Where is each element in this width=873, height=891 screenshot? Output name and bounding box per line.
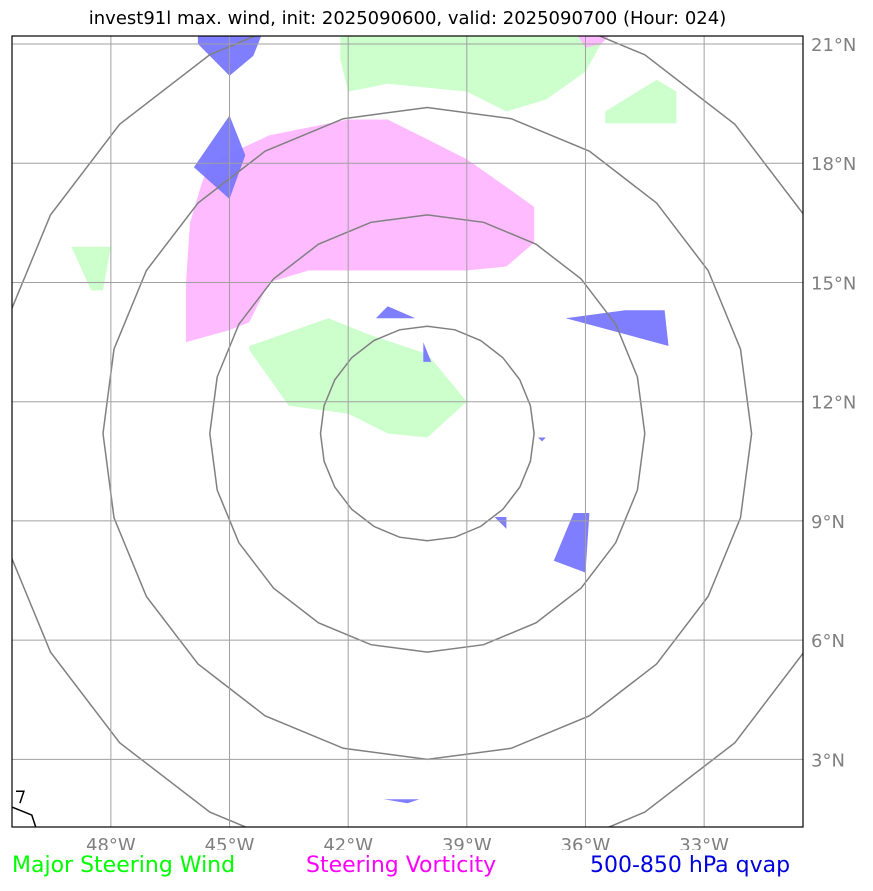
steering-wind-region xyxy=(605,79,677,124)
latitude-tick-label: 21°N xyxy=(811,35,856,56)
map-canvas: 48°W 45°W 42°W 39°W 36°W 33°W 21°N 18°N 15°N 12°… xyxy=(11,35,856,850)
steering-wind-region xyxy=(340,36,606,112)
steering-wind-region xyxy=(71,246,111,291)
latitude-ticks: 21°N 18°N 15°N 12°N 9°N 6°N 3°N xyxy=(811,35,856,771)
range-rings xyxy=(12,36,803,827)
longitude-tick-label: 36°W xyxy=(561,835,611,850)
longitude-tick-label: 42°W xyxy=(323,835,373,850)
latitude-tick-label: 6°N xyxy=(811,631,845,652)
qvap-region xyxy=(193,115,246,199)
map-frame xyxy=(11,35,804,828)
qvap-region xyxy=(494,517,507,529)
latitude-tick-label: 3°N xyxy=(811,750,845,771)
qvap-region xyxy=(553,513,590,573)
latitude-tick-label: 18°N xyxy=(811,154,856,175)
latitude-tick-label: 12°N xyxy=(811,393,856,414)
qvap-region xyxy=(383,799,420,804)
legend-steering-wind: Major Steering Wind xyxy=(12,853,236,878)
longitude-tick-label: 45°W xyxy=(205,835,255,850)
graticule xyxy=(12,36,803,827)
range-ring xyxy=(12,36,803,827)
legend-steering-vorticity: Steering Vorticity xyxy=(306,853,497,878)
legend-qvap: 500-850 hPa qvap xyxy=(590,853,791,878)
latitude-tick-label: 9°N xyxy=(811,512,845,533)
coastline xyxy=(12,790,37,827)
qvap-region xyxy=(375,306,416,319)
steering-wind-region xyxy=(249,318,467,438)
map-title: invest91l max. wind, init: 2025090600, v… xyxy=(88,8,727,29)
qvap-region xyxy=(423,342,432,362)
longitude-tick-label: 39°W xyxy=(442,835,492,850)
longitude-tick-label: 33°W xyxy=(679,835,729,850)
steering-vorticity-region xyxy=(186,119,535,343)
latitude-tick-label: 15°N xyxy=(811,273,856,294)
coastline-segment xyxy=(16,790,25,804)
range-ring xyxy=(319,325,535,542)
coastline-segment xyxy=(12,806,37,827)
qvap-region xyxy=(538,437,546,442)
range-ring xyxy=(209,214,646,653)
range-ring xyxy=(102,106,753,761)
longitude-ticks: 48°W 45°W 42°W 39°W 36°W 33°W xyxy=(86,835,729,850)
longitude-tick-label: 48°W xyxy=(86,835,136,850)
